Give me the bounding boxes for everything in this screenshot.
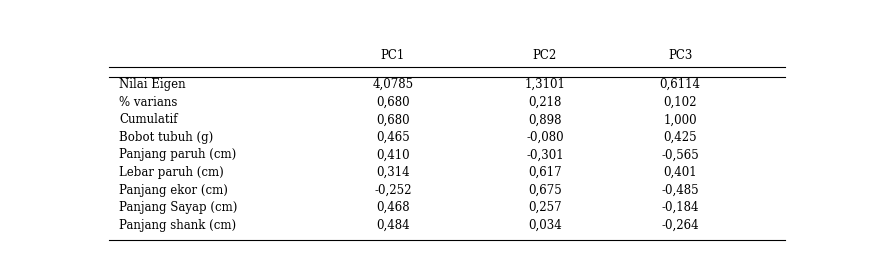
Text: Panjang paruh (cm): Panjang paruh (cm) (119, 148, 236, 162)
Text: 0,6114: 0,6114 (659, 78, 700, 91)
Text: 0,410: 0,410 (376, 148, 410, 162)
Text: Cumulatif: Cumulatif (119, 113, 178, 126)
Text: 0,257: 0,257 (528, 201, 562, 214)
Text: % varians: % varians (119, 96, 178, 109)
Text: 0,680: 0,680 (376, 96, 410, 109)
Text: 0,617: 0,617 (528, 166, 562, 179)
Text: Panjang Sayap (cm): Panjang Sayap (cm) (119, 201, 237, 214)
Text: Lebar paruh (cm): Lebar paruh (cm) (119, 166, 224, 179)
Text: -0,264: -0,264 (661, 219, 698, 232)
Text: 1,000: 1,000 (664, 113, 697, 126)
Text: 0,034: 0,034 (528, 219, 562, 232)
Text: 0,425: 0,425 (664, 131, 697, 144)
Text: 0,898: 0,898 (528, 113, 562, 126)
Text: 0,218: 0,218 (528, 96, 562, 109)
Text: -0,485: -0,485 (661, 183, 698, 197)
Text: 0,468: 0,468 (376, 201, 410, 214)
Text: 4,0785: 4,0785 (372, 78, 413, 91)
Text: 0,484: 0,484 (376, 219, 410, 232)
Text: PC2: PC2 (533, 49, 557, 62)
Text: -0,565: -0,565 (661, 148, 699, 162)
Text: 0,102: 0,102 (664, 96, 697, 109)
Text: -0,080: -0,080 (526, 131, 563, 144)
Text: Panjang shank (cm): Panjang shank (cm) (119, 219, 236, 232)
Text: PC1: PC1 (381, 49, 405, 62)
Text: PC3: PC3 (668, 49, 692, 62)
Text: 0,465: 0,465 (376, 131, 410, 144)
Text: 0,314: 0,314 (376, 166, 410, 179)
Text: -0,252: -0,252 (374, 183, 412, 197)
Text: 0,675: 0,675 (528, 183, 562, 197)
Text: -0,301: -0,301 (526, 148, 563, 162)
Text: Nilai Eigen: Nilai Eigen (119, 78, 186, 91)
Text: 0,401: 0,401 (664, 166, 697, 179)
Text: Panjang ekor (cm): Panjang ekor (cm) (119, 183, 228, 197)
Text: -0,184: -0,184 (661, 201, 698, 214)
Text: 1,3101: 1,3101 (524, 78, 565, 91)
Text: Bobot tubuh (g): Bobot tubuh (g) (119, 131, 214, 144)
Text: 0,680: 0,680 (376, 113, 410, 126)
